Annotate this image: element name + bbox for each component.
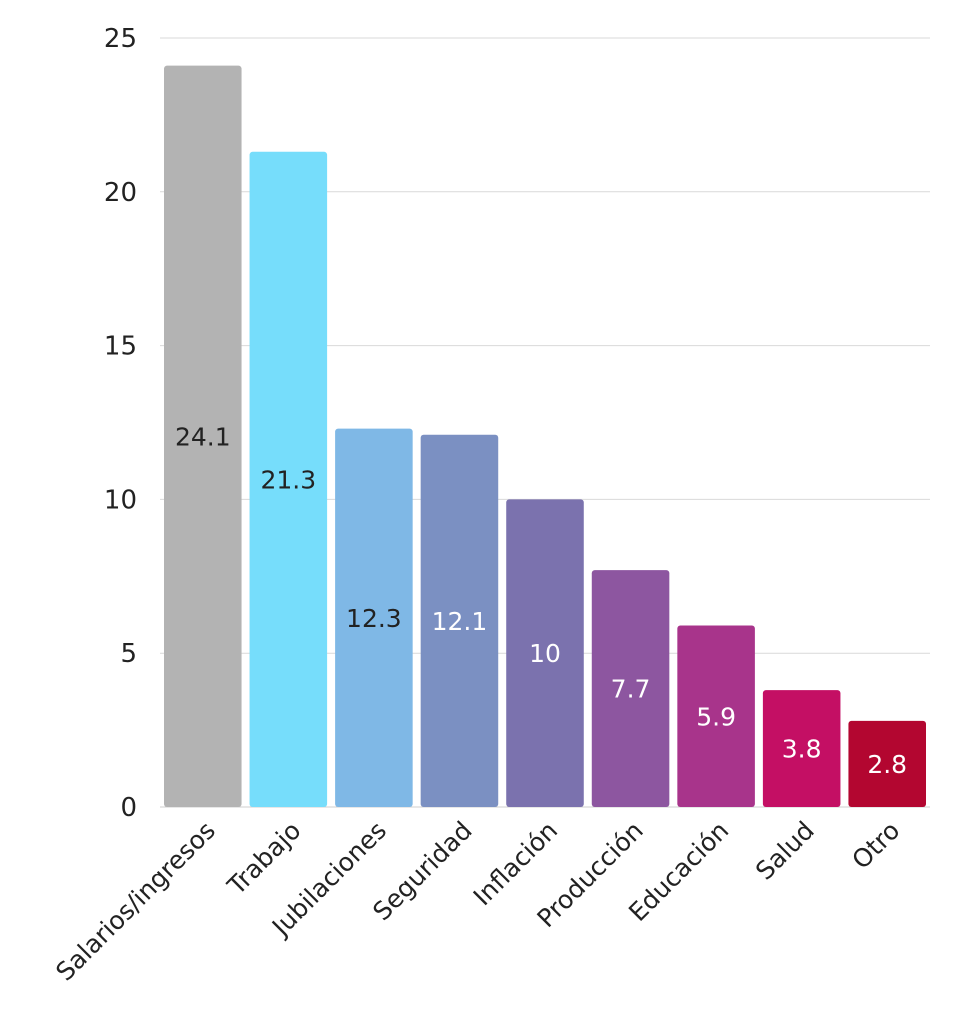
bar <box>506 499 584 807</box>
bar <box>335 428 413 807</box>
x-axis-labels: Salarios/ingresos TrabajoJubilacionesSegu… <box>50 816 905 987</box>
y-tick-label: 20 <box>104 178 137 208</box>
bar-value-label: 5.9 <box>696 702 736 731</box>
x-category-label: Salarios/ingresos <box>50 816 221 987</box>
x-category-label: Trabajo <box>221 816 306 901</box>
bar <box>848 720 926 807</box>
bar <box>677 625 755 807</box>
bar-value-label: 10 <box>529 639 561 668</box>
bar <box>591 570 670 807</box>
bar-value-label: 12.1 <box>432 607 488 636</box>
y-tick-label: 15 <box>104 332 137 362</box>
y-tick-label: 5 <box>120 639 137 669</box>
y-tick-label: 10 <box>104 485 137 515</box>
y-tick-label: 0 <box>120 793 137 823</box>
bar-value-label: 21.3 <box>260 465 316 494</box>
x-category-label: Otro <box>846 816 905 875</box>
bar-value-label: 24.1 <box>175 422 231 451</box>
x-category-label: Salud <box>750 816 820 886</box>
bar-value-label: 2.8 <box>867 750 907 779</box>
bar <box>420 434 499 807</box>
bar-value-label: 7.7 <box>611 675 651 704</box>
y-tick-label: 25 <box>104 24 137 54</box>
bar <box>164 65 242 807</box>
bar <box>249 151 328 807</box>
bar-value-label: 3.8 <box>782 735 822 764</box>
value-labels: 24.1 21.3 12.3 12.1 10 7.7 5.9 3.8 2.8 <box>175 422 907 779</box>
bar-value-label: 12.3 <box>346 604 402 633</box>
y-axis-ticks: 0 5 10 15 20 25 <box>104 24 137 823</box>
bar <box>762 690 841 807</box>
bars <box>164 65 926 807</box>
